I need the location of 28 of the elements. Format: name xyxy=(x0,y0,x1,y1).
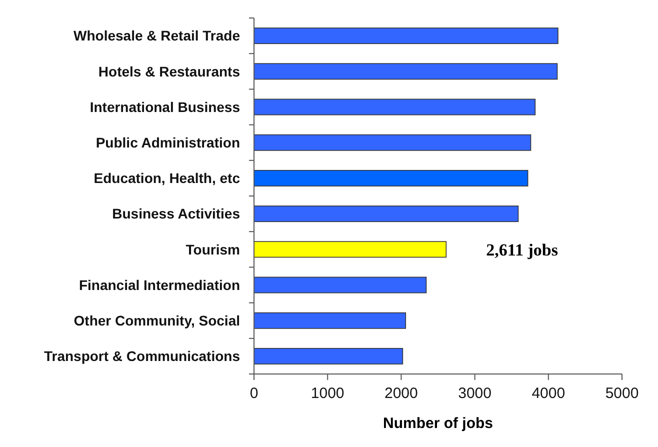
y-tick-label: Public Administration xyxy=(96,134,240,150)
y-tick-label: Business Activities xyxy=(112,206,240,222)
x-tick-label: 4000 xyxy=(532,385,566,402)
y-tick-label: Other Community, Social xyxy=(74,312,240,328)
y-tick-label: Tourism xyxy=(186,241,240,258)
bar xyxy=(254,98,536,116)
bar xyxy=(254,63,558,80)
bar xyxy=(254,170,528,186)
bar xyxy=(254,312,406,329)
bar xyxy=(254,241,447,258)
bar xyxy=(254,28,558,44)
y-tick-label: Hotels & Restaurants xyxy=(98,63,240,80)
x-tick-label: 5000 xyxy=(605,385,639,402)
bar xyxy=(254,276,427,294)
y-tick-label: Education, Health, etc xyxy=(94,170,240,186)
x-tick-label: 3000 xyxy=(458,385,492,402)
bar xyxy=(254,348,404,364)
y-tick-label: Wholesale & Retail Trade xyxy=(74,28,240,44)
x-tick-label: 0 xyxy=(250,385,258,402)
x-tick-label: 1000 xyxy=(310,385,344,402)
bar xyxy=(254,134,532,151)
bar xyxy=(254,206,519,222)
x-axis-title: Number of jobs xyxy=(382,415,494,432)
x-tick-label: 2000 xyxy=(384,385,418,402)
y-tick-label: Financial Intermediation xyxy=(78,276,240,293)
annotation: 2,611 jobs xyxy=(486,240,558,260)
y-tick-label: International Business xyxy=(90,98,240,115)
y-tick-label: Transport & Communications xyxy=(44,348,240,364)
